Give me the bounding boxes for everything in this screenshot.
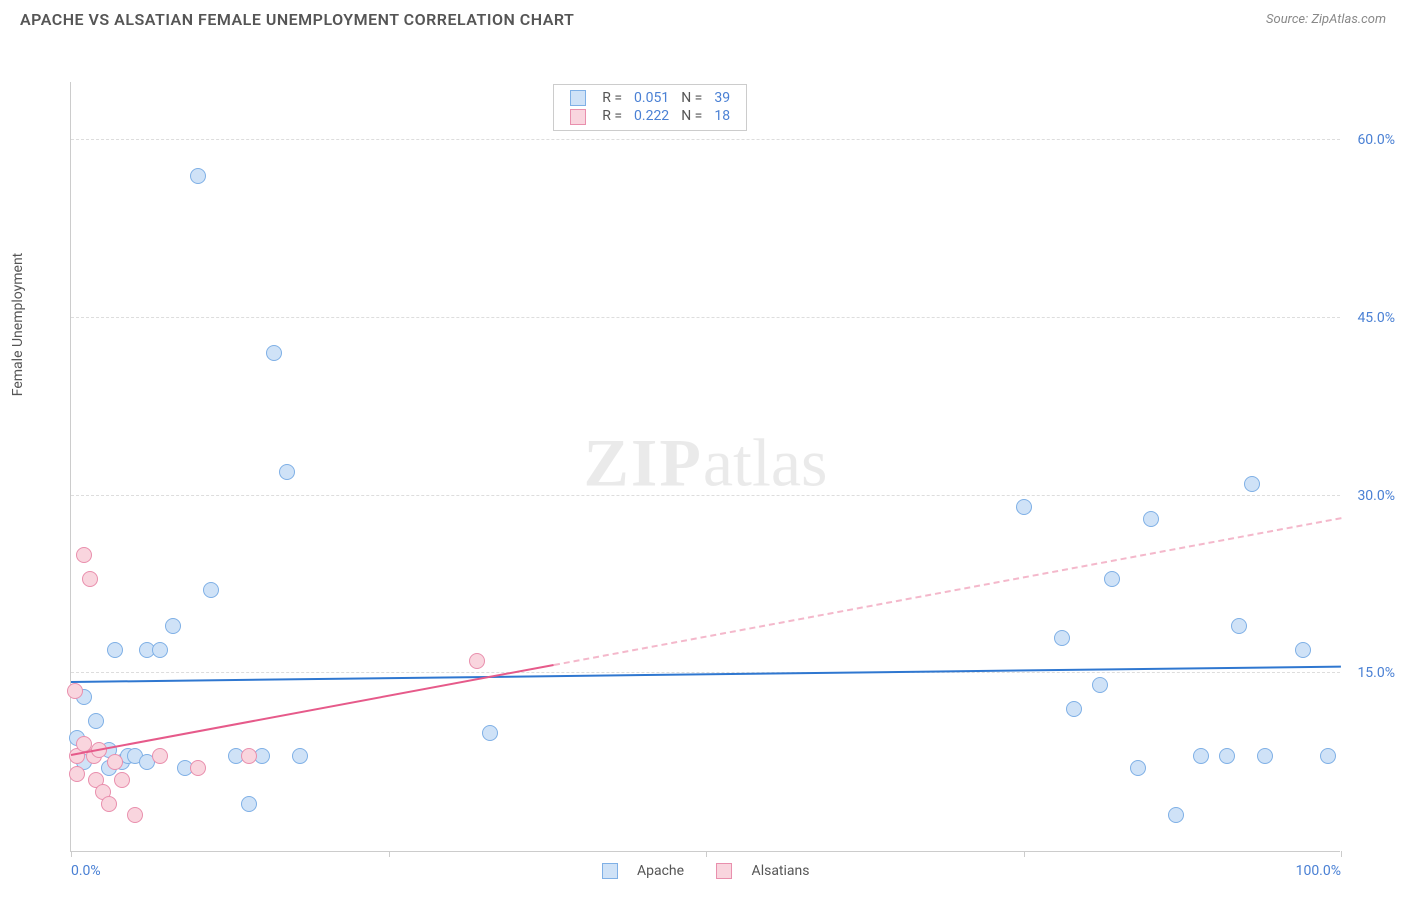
data-point — [241, 796, 257, 812]
data-point — [88, 713, 104, 729]
data-point — [1257, 748, 1273, 764]
chart-header: APACHE VS ALSATIAN FEMALE UNEMPLOYMENT C… — [0, 0, 1406, 34]
watermark-bold: ZIP — [584, 424, 703, 500]
watermark-rest: atlas — [703, 424, 828, 500]
chart-source: Source: ZipAtlas.com — [1266, 12, 1386, 27]
data-point — [1130, 760, 1146, 776]
trend-line — [71, 665, 1341, 682]
y-tick-label: 45.0% — [1357, 310, 1395, 326]
y-tick-label: 30.0% — [1357, 488, 1395, 504]
data-point — [152, 748, 168, 764]
data-point — [1231, 618, 1247, 634]
data-point — [152, 642, 168, 658]
data-point — [101, 796, 117, 812]
x-tick — [1024, 851, 1025, 857]
data-point — [76, 547, 92, 563]
gridline — [71, 317, 1340, 318]
data-point — [1143, 511, 1159, 527]
data-point — [1104, 571, 1120, 587]
trend-line-extrapolated — [553, 517, 1341, 666]
x-tick — [71, 851, 72, 857]
source-label: Source: — [1266, 12, 1308, 27]
data-point — [107, 754, 123, 770]
data-point — [1016, 499, 1032, 515]
y-axis-label: Female Unemployment — [10, 253, 26, 397]
data-point — [1054, 630, 1070, 646]
data-point — [1295, 642, 1311, 658]
data-point — [292, 748, 308, 764]
chart-title: APACHE VS ALSATIAN FEMALE UNEMPLOYMENT C… — [20, 10, 574, 29]
data-point — [67, 683, 83, 699]
data-point — [266, 345, 282, 361]
data-point — [1244, 476, 1260, 492]
data-point — [241, 748, 257, 764]
legend-label: Alsatians — [752, 863, 810, 879]
x-tick-label: 0.0% — [71, 863, 101, 879]
legend-n-value: 39 — [708, 89, 736, 107]
data-point — [114, 772, 130, 788]
legend-item: Alsatians — [708, 863, 817, 879]
data-point — [1066, 701, 1082, 717]
legend-swatch — [602, 863, 618, 879]
x-tick-label: 100.0% — [1296, 863, 1341, 879]
legend-r-label: R = — [596, 107, 628, 125]
x-tick — [389, 851, 390, 857]
chart-area: Female Unemployment ZIPatlas 15.0%30.0%4… — [20, 34, 1386, 902]
legend-n-value: 18 — [708, 107, 736, 125]
legend-r-value: 0.222 — [628, 107, 675, 125]
watermark: ZIPatlas — [584, 423, 828, 502]
data-point — [279, 464, 295, 480]
legend-item: Apache — [594, 863, 693, 879]
y-tick-label: 60.0% — [1357, 132, 1395, 148]
data-point — [82, 571, 98, 587]
data-point — [482, 725, 498, 741]
legend-r-label: R = — [596, 89, 628, 107]
data-point — [469, 653, 485, 669]
data-point — [1092, 677, 1108, 693]
data-point — [165, 618, 181, 634]
legend-n-label: N = — [675, 89, 708, 107]
data-point — [1168, 807, 1184, 823]
data-point — [1219, 748, 1235, 764]
data-point — [1320, 748, 1336, 764]
legend-r-value: 0.051 — [628, 89, 675, 107]
y-tick-label: 15.0% — [1357, 665, 1395, 681]
legend-swatch — [570, 109, 586, 125]
data-point — [1193, 748, 1209, 764]
x-tick — [706, 851, 707, 857]
data-point — [107, 642, 123, 658]
data-point — [203, 582, 219, 598]
data-point — [190, 760, 206, 776]
data-point — [69, 766, 85, 782]
legend-swatch — [570, 90, 586, 106]
legend-series: Apache Alsatians — [586, 863, 826, 879]
plot-area: ZIPatlas 15.0%30.0%45.0%60.0%0.0%100.0%R… — [70, 82, 1340, 852]
legend-swatch — [716, 863, 732, 879]
data-point — [190, 168, 206, 184]
source-value: ZipAtlas.com — [1311, 12, 1386, 27]
legend-label: Apache — [637, 863, 684, 879]
gridline — [71, 139, 1340, 140]
x-tick — [1341, 851, 1342, 857]
gridline — [71, 495, 1340, 496]
legend-n-label: N = — [675, 107, 708, 125]
legend-correlation: R =0.051N =39 R =0.222N =18 — [553, 84, 747, 131]
data-point — [127, 807, 143, 823]
